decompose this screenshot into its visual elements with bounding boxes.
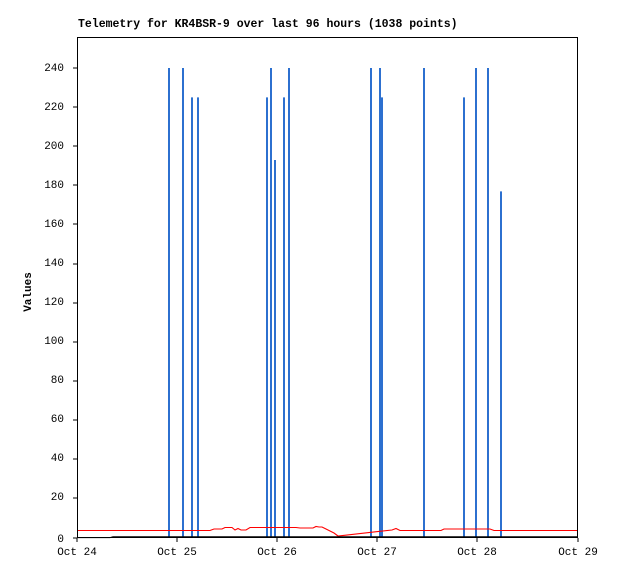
svg-text:40: 40 xyxy=(51,453,64,465)
svg-text:Values: Values xyxy=(23,272,35,312)
svg-text:180: 180 xyxy=(44,180,64,192)
svg-text:Oct 28: Oct 28 xyxy=(457,547,497,559)
svg-text:240: 240 xyxy=(44,63,64,75)
svg-text:0: 0 xyxy=(57,534,64,546)
svg-text:Oct 26: Oct 26 xyxy=(257,547,297,559)
svg-text:120: 120 xyxy=(44,297,64,309)
svg-text:200: 200 xyxy=(44,141,64,153)
svg-text:Oct 29: Oct 29 xyxy=(558,547,598,559)
svg-text:20: 20 xyxy=(51,492,64,504)
svg-text:Oct 27: Oct 27 xyxy=(357,547,397,559)
svg-text:100: 100 xyxy=(44,336,64,348)
svg-text:Telemetry for KR4BSR-9 over la: Telemetry for KR4BSR-9 over last 96 hour… xyxy=(78,18,458,31)
svg-text:80: 80 xyxy=(51,375,64,387)
svg-text:160: 160 xyxy=(44,219,64,231)
svg-text:Oct 25: Oct 25 xyxy=(157,547,197,559)
svg-text:220: 220 xyxy=(44,102,64,114)
svg-text:Oct 24: Oct 24 xyxy=(57,547,97,559)
svg-text:140: 140 xyxy=(44,258,64,270)
svg-text:60: 60 xyxy=(51,414,64,426)
